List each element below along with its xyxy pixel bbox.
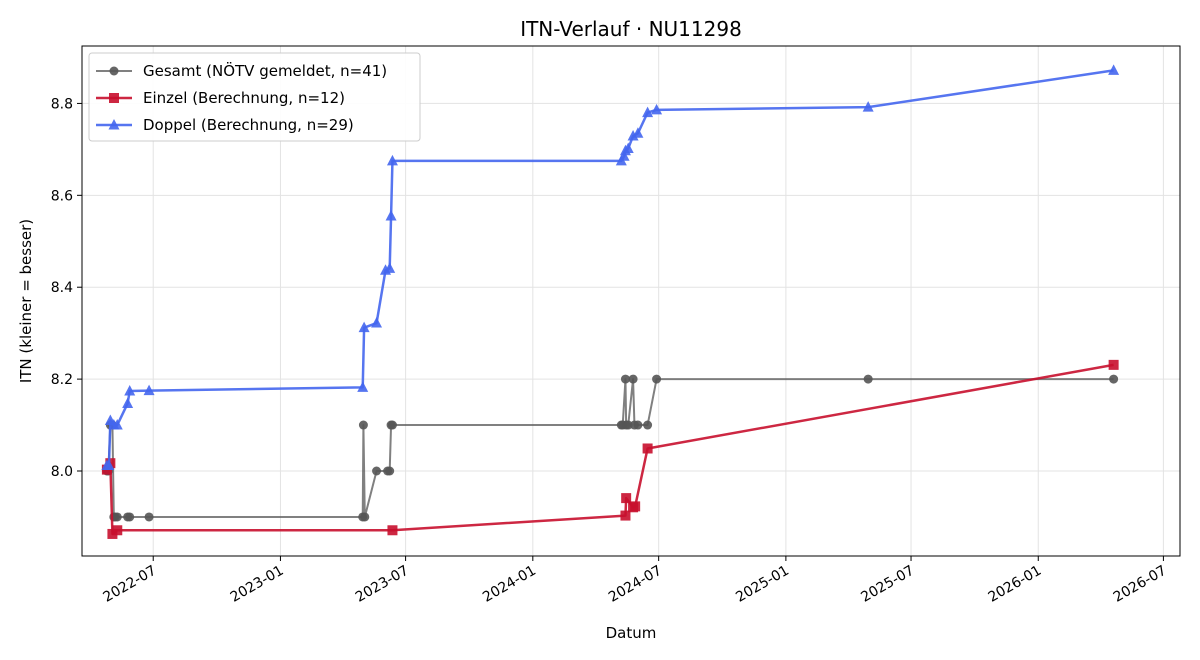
data-point-doppel	[618, 150, 630, 161]
series-layer	[101, 64, 1120, 539]
data-point-gesamt	[360, 512, 370, 522]
data-point-gesamt	[1109, 374, 1119, 384]
y-tick-label: 8.0	[51, 464, 73, 480]
y-tick-label: 8.2	[51, 372, 73, 388]
x-tick-label: 2022-07	[101, 563, 160, 606]
grid-layer	[82, 46, 1180, 556]
series-gesamt	[102, 374, 1119, 522]
data-point-doppel	[143, 384, 155, 396]
data-point-doppel	[632, 127, 644, 138]
chart-title: ITN-Verlauf · NU11298	[520, 17, 742, 41]
data-point-doppel	[1108, 64, 1120, 75]
data-point-doppel	[358, 321, 370, 333]
x-axis-label: Datum	[606, 624, 657, 642]
x-tick-label: 2025-01	[733, 563, 792, 606]
data-point-doppel	[386, 154, 398, 166]
data-point-gesamt	[863, 374, 873, 384]
data-point-doppel	[357, 381, 369, 392]
legend-marker-gesamt	[109, 66, 119, 76]
series-line-einzel	[105, 363, 1114, 536]
data-point-doppel	[122, 397, 134, 408]
data-point-einzel	[112, 525, 123, 536]
legend: Gesamt (NÖTV gemeldet, n=41) Einzel (Bere…	[88, 52, 421, 142]
x-tick-label: 2024-07	[606, 563, 665, 606]
plot-frame	[81, 45, 1181, 557]
x-tick-label: 2023-07	[353, 563, 412, 606]
legend-label-einzel: Einzel (Berechnung, n=12)	[143, 89, 345, 107]
data-point-doppel	[384, 262, 396, 273]
legend-marker-einzel	[109, 93, 119, 103]
data-point-doppel	[124, 385, 136, 396]
data-point-gesamt	[620, 374, 630, 384]
series-einzel	[101, 359, 1119, 539]
data-point-einzel	[630, 501, 641, 512]
legend-marker-doppel	[108, 119, 120, 130]
data-point-doppel	[103, 459, 115, 470]
data-point-gesamt	[112, 512, 122, 522]
data-point-gesamt	[385, 466, 395, 476]
data-point-doppel	[385, 210, 397, 221]
legend-label-doppel: Doppel (Berechnung, n=29)	[143, 116, 354, 134]
data-point-einzel	[620, 510, 631, 521]
data-point-gesamt	[125, 512, 135, 522]
legend-box	[88, 52, 421, 142]
series-line-gesamt	[106, 378, 1114, 518]
y-tick-label: 8.6	[51, 188, 73, 204]
y-tick-label: 8.8	[51, 96, 73, 112]
data-point-gesamt	[623, 420, 633, 430]
data-point-einzel	[387, 525, 398, 536]
data-point-gesamt	[144, 512, 154, 522]
data-point-doppel	[111, 419, 123, 430]
data-point-doppel	[862, 101, 874, 112]
x-tick-label: 2026-01	[986, 563, 1045, 606]
series-doppel	[101, 64, 1120, 470]
data-point-einzel	[642, 443, 653, 454]
data-point-gesamt	[358, 420, 368, 430]
data-point-einzel	[1108, 359, 1119, 370]
x-tick-label: 2026-07	[1111, 563, 1170, 606]
data-point-einzel	[621, 493, 632, 504]
data-point-doppel	[642, 106, 654, 118]
data-point-gesamt	[628, 374, 638, 384]
data-point-gesamt	[387, 420, 397, 430]
data-point-gesamt	[633, 420, 643, 430]
data-point-gesamt	[652, 374, 662, 384]
x-tick-label: 2025-07	[858, 563, 917, 606]
data-point-doppel	[627, 130, 639, 141]
x-tick-label: 2023-01	[228, 563, 287, 606]
y-axis-label: ITN (kleiner = besser)	[17, 219, 35, 383]
x-tick-label: 2024-01	[480, 563, 539, 606]
y-tick-label: 8.4	[51, 280, 73, 296]
data-point-doppel	[622, 142, 634, 153]
data-point-doppel	[651, 103, 663, 115]
data-point-gesamt	[372, 466, 382, 476]
data-point-gesamt	[643, 420, 653, 430]
legend-label-gesamt: Gesamt (NÖTV gemeldet, n=41)	[143, 61, 387, 80]
data-point-doppel	[371, 317, 383, 328]
